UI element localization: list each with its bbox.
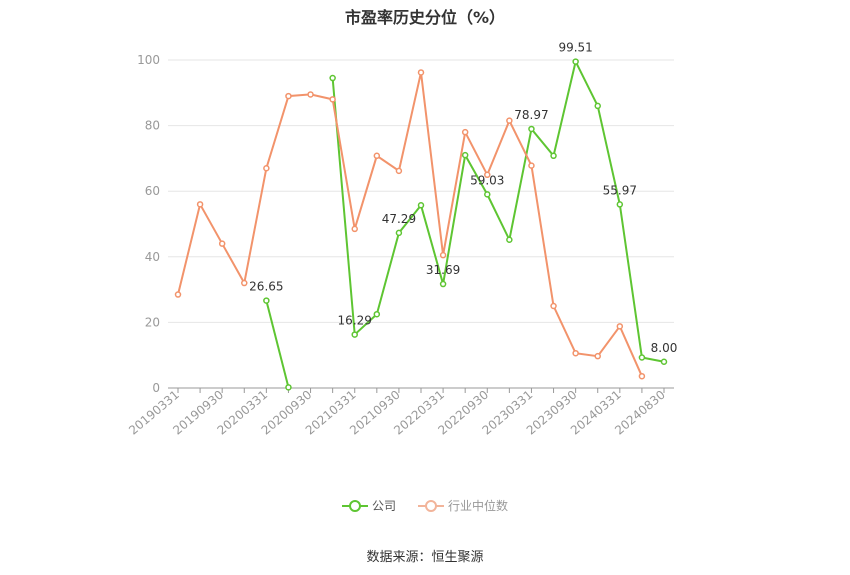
y-tick-label: 100	[137, 53, 160, 67]
series-point-0	[660, 358, 668, 366]
series-point-0	[439, 280, 447, 288]
series-point-1	[594, 352, 601, 360]
series-point-1	[329, 96, 336, 103]
legend-industry-label: 行业中位数	[448, 499, 509, 513]
legend-item-industry-median[interactable]: 行业中位数	[418, 497, 508, 514]
series-point-1	[484, 171, 491, 179]
series-point-0	[638, 354, 646, 361]
series-point-1	[196, 201, 204, 208]
chart-title: 市盈率历史分位（%）	[344, 8, 506, 27]
series-point-1	[351, 225, 358, 233]
series-point-0	[285, 384, 292, 391]
series-point-0	[395, 229, 403, 237]
data-label: 99.51	[558, 41, 592, 55]
series-point-1	[241, 279, 248, 287]
series-point-0	[616, 201, 624, 208]
y-tick-label: 60	[145, 184, 160, 198]
series-point-0	[550, 152, 557, 160]
data-labels: 26.65 16.29 47.29 31.69 59.03 78.97 99.51 55.97…	[249, 41, 677, 355]
data-label: 78.97	[514, 108, 548, 122]
legend-industry-marker	[418, 499, 444, 512]
y-tick-label: 80	[145, 119, 160, 133]
legend-company-label: 公司	[371, 499, 396, 513]
data-label: 31.69	[426, 263, 460, 277]
series-point-1	[528, 162, 535, 169]
axes: 0204060801002019033120190930202003312020…	[126, 53, 674, 438]
series-point-0	[528, 125, 535, 133]
series-line-0	[265, 300, 290, 388]
series-point-1	[307, 91, 314, 98]
legend-item-company[interactable]: 公司	[341, 497, 396, 514]
y-tick-label: 40	[145, 250, 160, 264]
data-label: 55.97	[603, 183, 637, 197]
series-point-0	[506, 236, 513, 243]
series-point-0	[263, 297, 270, 304]
series-point-1	[417, 69, 425, 76]
series-point-0	[572, 58, 579, 65]
series-point-0	[461, 151, 469, 159]
series-point-0	[351, 331, 358, 338]
series-lines	[174, 58, 668, 391]
series-point-1	[285, 92, 292, 100]
y-tick-label: 20	[145, 315, 160, 329]
data-label: 59.03	[470, 173, 504, 187]
series-point-1	[439, 251, 447, 259]
data-label: 26.65	[249, 280, 283, 294]
series-point-1	[263, 164, 270, 172]
source-note: 数据来源：恒生聚源	[366, 550, 484, 565]
series-line-1	[177, 72, 643, 377]
series-point-1	[616, 323, 624, 330]
series-point-1	[506, 117, 513, 124]
legend: 公司 行业中位数	[0, 497, 850, 514]
data-label: 47.29	[382, 212, 416, 226]
data-label: 16.29	[338, 314, 372, 328]
series-point-1	[572, 349, 579, 357]
series-point-0	[484, 191, 491, 198]
series-line-0	[331, 58, 665, 363]
series-point-0	[594, 102, 601, 110]
series-point-0	[417, 202, 425, 209]
series-point-1	[550, 302, 557, 310]
y-tick-label: 0	[152, 381, 160, 395]
data-label: 8.00	[651, 341, 678, 355]
series-point-1	[174, 291, 182, 298]
series-point-1	[638, 372, 646, 380]
grid-lines	[168, 59, 674, 323]
series-point-0	[329, 74, 336, 82]
series-point-1	[218, 240, 226, 247]
series-point-1	[373, 152, 381, 160]
series-point-1	[395, 167, 403, 175]
series-point-0	[373, 310, 381, 318]
legend-company-marker	[341, 499, 368, 512]
series-point-1	[461, 128, 469, 136]
